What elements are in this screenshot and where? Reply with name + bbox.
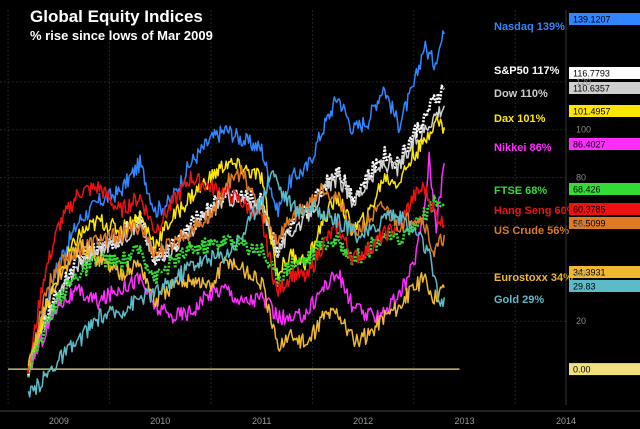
series-line-s-p50 xyxy=(27,84,445,376)
value-box-gold xyxy=(569,280,640,292)
value-box-baseline xyxy=(569,363,640,376)
y-tick-label: 100 xyxy=(576,125,591,135)
y-tick-label: 120 xyxy=(576,77,591,87)
legend-label-eurostoxx: Eurostoxx 34% xyxy=(494,272,573,284)
legend-label-dow: Dow 110% xyxy=(494,88,548,100)
x-tick-label: 2009 xyxy=(49,416,69,426)
value-box-dax xyxy=(569,105,640,117)
value-label-gold: 29.83 xyxy=(573,282,596,292)
value-box-nasdaq xyxy=(569,13,640,25)
series-group xyxy=(27,30,446,398)
legend: Nasdaq 139% 139.1207 S&P50 117% 116.7793 Dow… xyxy=(494,13,640,376)
x-tick-label: 2014 xyxy=(556,416,576,426)
value-box-dow xyxy=(569,82,640,94)
y-tick-label: 60 xyxy=(576,220,586,230)
value-box-nikkei xyxy=(569,138,640,150)
value-box-ftse xyxy=(569,183,640,195)
value-label-us-crude: 56.5099 xyxy=(573,219,606,229)
legend-label-dax: Dax 101% xyxy=(494,113,546,125)
legend-label-us-crude: US Crude 56% xyxy=(494,225,569,237)
value-label-nikkei: 86.4027 xyxy=(573,140,606,150)
series-line-nasdaq xyxy=(27,30,445,368)
value-label-hang-seng: 60.3785 xyxy=(573,205,606,215)
y-tick-label: 20 xyxy=(576,316,586,326)
series-line-dow xyxy=(27,105,446,372)
value-box-us-crude xyxy=(569,217,640,229)
x-tick-label: 2010 xyxy=(150,416,170,426)
legend-label-gold: Gold 29% xyxy=(494,294,544,306)
value-box-s-p50 xyxy=(569,67,640,79)
series-line-dax xyxy=(27,116,446,369)
value-label-dow: 110.6357 xyxy=(573,84,610,94)
value-label-ftse: 68.426 xyxy=(573,185,601,195)
chart-title: Global Equity Indices xyxy=(30,7,203,26)
chart-subtitle: % rise since lows of Mar 2009 xyxy=(30,28,213,43)
legend-label-ftse: FTSE 68% xyxy=(494,185,547,197)
axes: 2009 2010 2011 2012 2013 2014 120 100 80 60 40 20 xyxy=(0,10,640,426)
series-line-hang-seng xyxy=(27,170,445,374)
grid xyxy=(0,10,566,405)
legend-label-hang-seng: Hang Seng 60% xyxy=(494,205,577,217)
series-line-us-crude xyxy=(27,165,446,371)
legend-label-nasdaq: Nasdaq 139% xyxy=(494,21,565,33)
value-label-eurostoxx: 34.3931 xyxy=(573,268,606,278)
x-tick-label: 2011 xyxy=(252,416,271,426)
value-label-dax: 101.4957 xyxy=(573,107,611,117)
value-label-nasdaq: 139.1207 xyxy=(573,15,611,25)
y-tick-label: 80 xyxy=(576,173,586,183)
value-box-hang-seng xyxy=(569,203,640,215)
series-line-nikkei xyxy=(27,151,446,369)
value-label-baseline: 0.00 xyxy=(573,365,591,375)
y-tick-label: 40 xyxy=(576,268,586,278)
value-label-s-p50: 116.7793 xyxy=(573,69,610,79)
series-line-eurostoxx xyxy=(27,237,445,367)
legend-label-s-p50: S&P50 117% xyxy=(494,65,560,77)
x-tick-label: 2013 xyxy=(455,416,475,426)
x-tick-label: 2012 xyxy=(353,416,373,426)
value-box-eurostoxx xyxy=(569,266,640,278)
legend-label-nikkei: Nikkei 86% xyxy=(494,142,552,154)
series-line-gold xyxy=(27,170,446,398)
